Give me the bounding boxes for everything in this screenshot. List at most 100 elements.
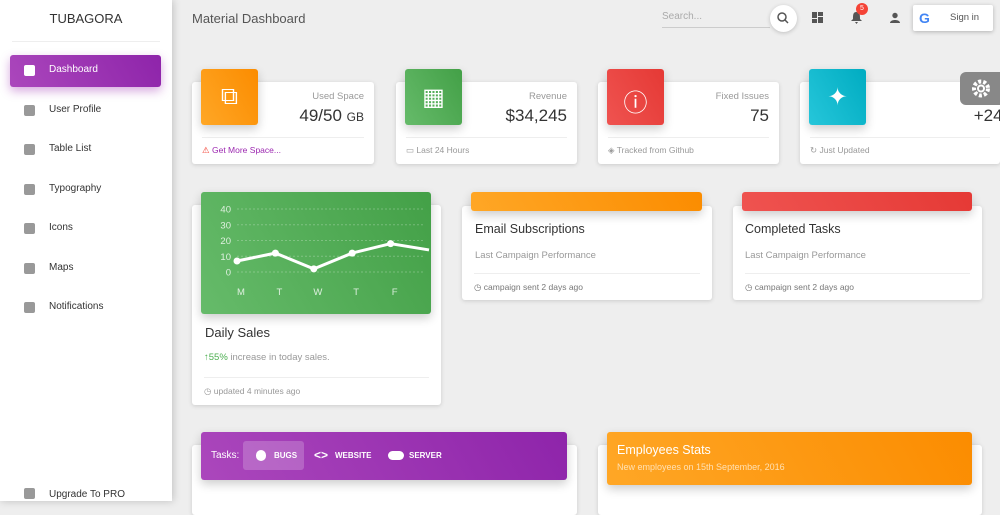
footer-text: Just Updated (819, 145, 870, 155)
employees-subtitle: New employees on 15th September, 2016 (617, 462, 785, 472)
nav-icon (24, 104, 35, 116)
divider (12, 41, 160, 42)
highlight: ↑55% (204, 352, 228, 363)
y-tick-label: 30 (220, 220, 231, 231)
dashboard-icon[interactable] (812, 12, 824, 24)
stat-icon: ⧉ (201, 69, 258, 125)
divider (202, 137, 364, 138)
profile-icon[interactable] (889, 12, 901, 24)
email-header (471, 192, 702, 211)
stat-label: Revenue (528, 91, 567, 102)
point (310, 265, 318, 273)
value: 75 (750, 106, 769, 125)
footer-text: Last 24 Hours (416, 145, 470, 155)
highlight-value: 55% (208, 352, 228, 363)
stat-footer[interactable]: ⚠ Get More Space... (202, 145, 281, 156)
employees-title: Employees Stats (617, 443, 711, 457)
footer-icon: ▭ (406, 145, 417, 155)
footer-text: Tracked from Github (616, 145, 694, 155)
tab[interactable]: WEBSITE (335, 451, 372, 460)
settings-button[interactable] (960, 72, 1000, 105)
navbar-title: Material Dashboard (192, 11, 306, 26)
value: $34,245 (505, 106, 567, 125)
x-tick-label: T (353, 287, 359, 298)
nav-icon (24, 65, 35, 76)
nav-item[interactable]: Table List (49, 143, 92, 154)
signin-label: Sign in (950, 12, 980, 23)
notification-icon[interactable] (850, 11, 863, 24)
stat-value: 49/50 GB (299, 106, 364, 126)
stat-value: +245 (974, 106, 1000, 126)
employees-header: Employees Stats New employees on 15th Se… (607, 432, 972, 485)
signin-button[interactable]: G Sign in (913, 5, 993, 31)
notification-badge: 5 (856, 3, 868, 15)
completed-header (742, 192, 972, 211)
icon-glyph: ▦ (422, 84, 445, 111)
nav-icon (24, 144, 35, 155)
code-icon: <> (314, 448, 329, 462)
footer-icon: ↻ (810, 145, 820, 155)
brand[interactable]: TUBAGORA (49, 11, 123, 26)
nav-icon (24, 183, 35, 195)
y-tick-label: 10 (220, 252, 231, 263)
stat-footer: ↻ Just Updated (810, 145, 870, 156)
card-text: ↑55% increase in today sales. (204, 352, 330, 363)
active-item[interactable] (10, 55, 161, 87)
tasks-header: Tasks: BUGS <> WEBSITE SERVER (201, 432, 567, 480)
icon-glyph: ✦ (827, 84, 848, 111)
tasks-completed-card: Completed Tasks Last Campaign Performanc… (733, 206, 982, 300)
card-title: Daily Sales (205, 325, 271, 340)
tab[interactable]: SERVER (409, 451, 442, 460)
card-title: Email Subscriptions (475, 222, 585, 236)
nav-item[interactable]: Dashboard (49, 64, 98, 75)
value: 49/50 (299, 106, 342, 125)
footer-icon: ⚠ (202, 145, 212, 155)
card-text: Last Campaign Performance (475, 250, 596, 261)
y-tick-label: 40 (220, 205, 231, 216)
stat-footer: ▭ Last 24 Hours (406, 145, 469, 156)
cloud-icon (388, 451, 404, 460)
upgrade-icon (24, 488, 35, 499)
point (271, 249, 279, 257)
footer-text: campaign sent 2 days ago (483, 282, 584, 292)
stat-footer: ◈ Tracked from Github (608, 145, 694, 156)
nav-item[interactable]: Icons (49, 222, 73, 233)
nav-item[interactable]: User Profile (49, 103, 102, 115)
x-tick-label: M (237, 287, 245, 298)
divider (810, 137, 990, 138)
search-icon (777, 12, 789, 24)
tasks-label: Tasks: (211, 450, 240, 461)
divider (474, 273, 700, 274)
divider (745, 273, 970, 274)
footer-text: Get More Space... (211, 145, 281, 155)
divider (204, 377, 429, 378)
upgrade-link[interactable]: Upgrade To PRO (49, 489, 125, 500)
search-input[interactable]: Search... (662, 11, 703, 22)
divider (608, 137, 769, 138)
nav-item[interactable]: Typography (49, 182, 102, 194)
icon-glyph: ⓘ (623, 90, 648, 117)
tab[interactable]: BUGS (274, 451, 298, 460)
footer-text: updated 4 minutes ago (213, 386, 301, 396)
nav-item[interactable]: Maps (49, 261, 74, 273)
nav-icon (24, 262, 35, 274)
y-tick-label: 0 (226, 268, 231, 279)
active-tab[interactable] (243, 441, 304, 470)
stat-icon: ▦ (405, 69, 462, 125)
line (236, 242, 430, 271)
point (233, 257, 241, 265)
nav-icon (24, 302, 35, 313)
value: +245 (973, 106, 1000, 125)
text: increase in today sales. (230, 352, 330, 363)
search-button[interactable] (770, 5, 797, 32)
footer-icon: ◈ (608, 145, 617, 155)
nav-item[interactable]: Notifications (49, 301, 104, 312)
stat-icon: ✦ (809, 69, 866, 125)
card-text: Last Campaign Performance (745, 250, 866, 261)
bug-icon (256, 450, 266, 461)
divider (406, 137, 567, 138)
point (348, 249, 356, 257)
card-title: Completed Tasks (745, 222, 841, 236)
icon-glyph: ⧉ (220, 83, 239, 110)
